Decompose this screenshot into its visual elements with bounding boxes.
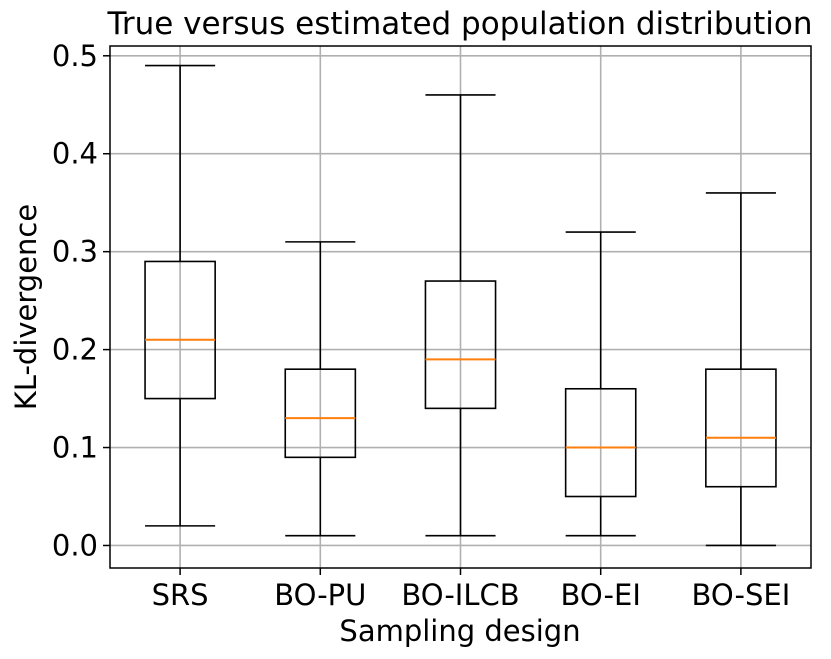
box-group-bo-ei bbox=[564, 231, 637, 537]
y-tick-label: 0.1 bbox=[52, 431, 98, 465]
box-layer bbox=[144, 64, 777, 547]
y-tick-label: 0.5 bbox=[52, 39, 98, 73]
x-axis-label: Sampling design bbox=[339, 614, 580, 648]
iqr-box bbox=[284, 368, 357, 459]
iqr-box bbox=[564, 387, 637, 498]
y-axis-label: KL-divergence bbox=[9, 204, 43, 410]
iqr-box bbox=[705, 368, 777, 488]
chart-title: True versus estimated population distrib… bbox=[106, 6, 812, 42]
x-tick-label: BO-PU bbox=[274, 578, 366, 612]
x-tick-label: BO-SEI bbox=[692, 578, 791, 612]
x-axis-ticks: SRS BO-PU BO-ILCB BO-EI BO-SEI bbox=[152, 568, 791, 612]
iqr-box bbox=[424, 280, 497, 410]
y-tick-label: 0.0 bbox=[52, 528, 98, 562]
iqr-box bbox=[144, 260, 216, 400]
x-tick-label: SRS bbox=[152, 578, 209, 612]
y-tick-label: 0.3 bbox=[52, 235, 98, 269]
y-tick-label: 0.2 bbox=[52, 333, 98, 367]
x-tick-label: BO-ILCB bbox=[401, 578, 519, 612]
box-group-bo-sei bbox=[705, 192, 777, 547]
box-group-bo-ilcb bbox=[424, 94, 497, 537]
box-group-srs bbox=[144, 64, 216, 527]
y-tick-label: 0.4 bbox=[52, 137, 98, 171]
box-group-bo-pu bbox=[284, 241, 357, 537]
x-tick-label: BO-EI bbox=[561, 578, 641, 612]
y-axis-ticks: 0.0 0.1 0.2 0.3 0.4 0.5 bbox=[52, 39, 110, 562]
